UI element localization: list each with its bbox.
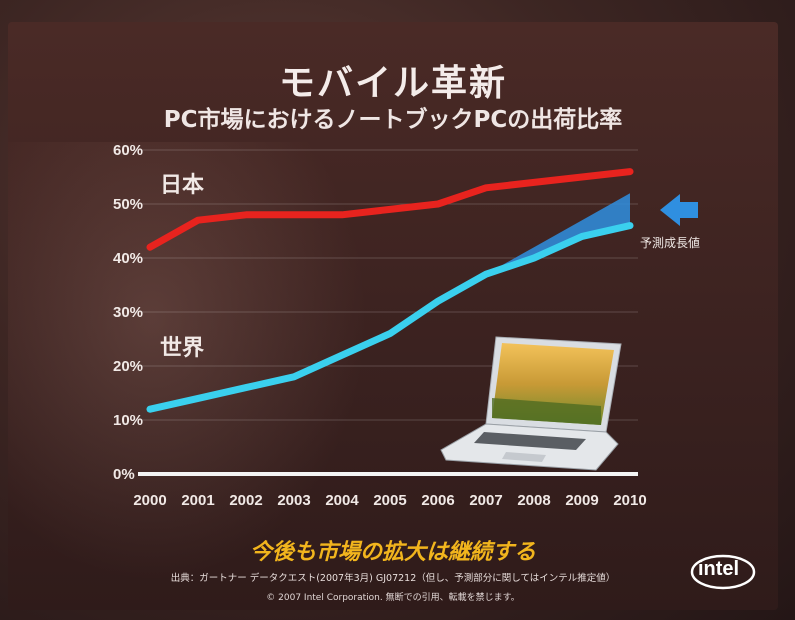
- slide-tagline: 今後も市場の拡大は継続する: [249, 540, 536, 565]
- x-tick-label: 2007: [469, 492, 503, 509]
- intel-logo-text: intel: [698, 558, 740, 580]
- japan-series-line: [146, 168, 634, 251]
- y-tick-label: 50%: [113, 196, 144, 213]
- series-label-world: 世界: [160, 336, 205, 361]
- x-tick-label: 2009: [565, 492, 599, 509]
- line-chart: [138, 149, 698, 476]
- x-tick-label: 2006: [421, 492, 455, 509]
- slide: モバイル革新 PC市場におけるノートブックPCの出荷比率 0% 10% 20% …: [8, 22, 778, 610]
- y-tick-label: 60%: [113, 142, 144, 159]
- intel-logo: [690, 554, 756, 590]
- x-tick-label: 2001: [181, 492, 215, 509]
- x-tick-label: 2010: [613, 492, 647, 509]
- x-tick-label: 2004: [325, 492, 359, 509]
- x-tick-label: 2008: [517, 492, 551, 509]
- laptop-image: [440, 336, 622, 471]
- forecast-band: [486, 193, 630, 275]
- x-tick-label: 2003: [277, 492, 311, 509]
- world-series-line: [146, 222, 634, 413]
- y-tick-label: 30%: [113, 304, 144, 321]
- y-tick-label: 40%: [113, 250, 144, 267]
- slide-title: モバイル革新: [278, 63, 507, 104]
- copyright-note: © 2007 Intel Corporation. 無断での引用、転載を禁じます…: [266, 593, 520, 603]
- source-note: 出典：ガートナー データクエスト(2007年3月) GJ07212（但し、予測部…: [170, 573, 616, 584]
- forecast-arrow-icon: [660, 194, 698, 226]
- x-tick-label: 2005: [373, 492, 407, 509]
- y-tick-label: 0%: [113, 466, 135, 483]
- series-label-japan: 日本: [160, 173, 205, 198]
- y-tick-label: 20%: [113, 358, 144, 375]
- x-tick-label: 2000: [133, 492, 167, 509]
- forecast-note: 予測成長値: [640, 236, 701, 250]
- slide-subtitle: PC市場におけるノートブックPCの出荷比率: [163, 107, 623, 133]
- x-tick-label: 2002: [229, 492, 263, 509]
- y-tick-label: 10%: [113, 412, 144, 429]
